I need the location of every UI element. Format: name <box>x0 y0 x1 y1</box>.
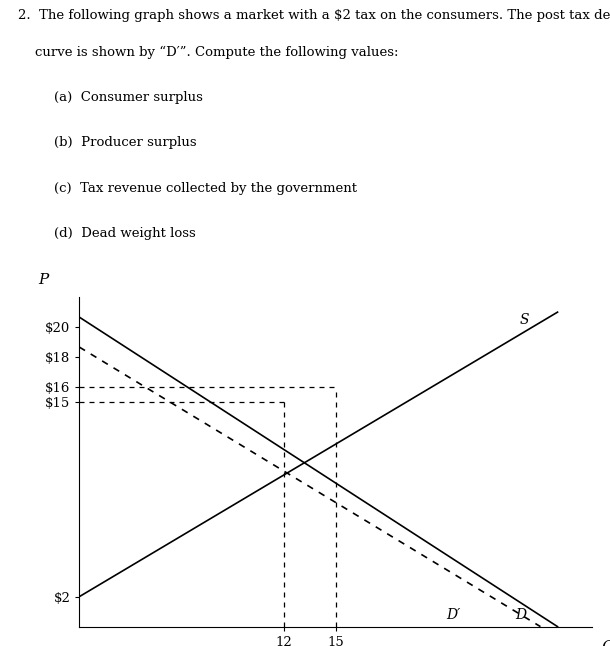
Text: S: S <box>520 313 529 327</box>
Text: (d)  Dead weight loss: (d) Dead weight loss <box>54 227 196 240</box>
Text: (b)  Producer surplus: (b) Producer surplus <box>54 136 196 149</box>
Y-axis label: P: P <box>38 273 49 287</box>
Text: 2.  The following graph shows a market with a $2 tax on the consumers. The post : 2. The following graph shows a market wi… <box>18 8 610 21</box>
Text: curve is shown by “D′”. Compute the following values:: curve is shown by “D′”. Compute the foll… <box>18 45 399 59</box>
Text: D: D <box>515 608 526 622</box>
Text: D′: D′ <box>447 608 461 622</box>
X-axis label: Q: Q <box>601 640 610 646</box>
Text: (a)  Consumer surplus: (a) Consumer surplus <box>54 91 203 104</box>
Text: (c)  Tax revenue collected by the government: (c) Tax revenue collected by the governm… <box>54 182 357 195</box>
